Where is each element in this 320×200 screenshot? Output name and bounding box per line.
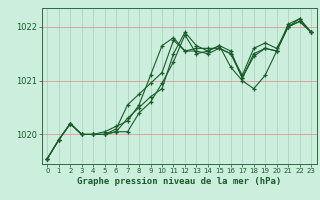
X-axis label: Graphe pression niveau de la mer (hPa): Graphe pression niveau de la mer (hPa) (77, 177, 281, 186)
